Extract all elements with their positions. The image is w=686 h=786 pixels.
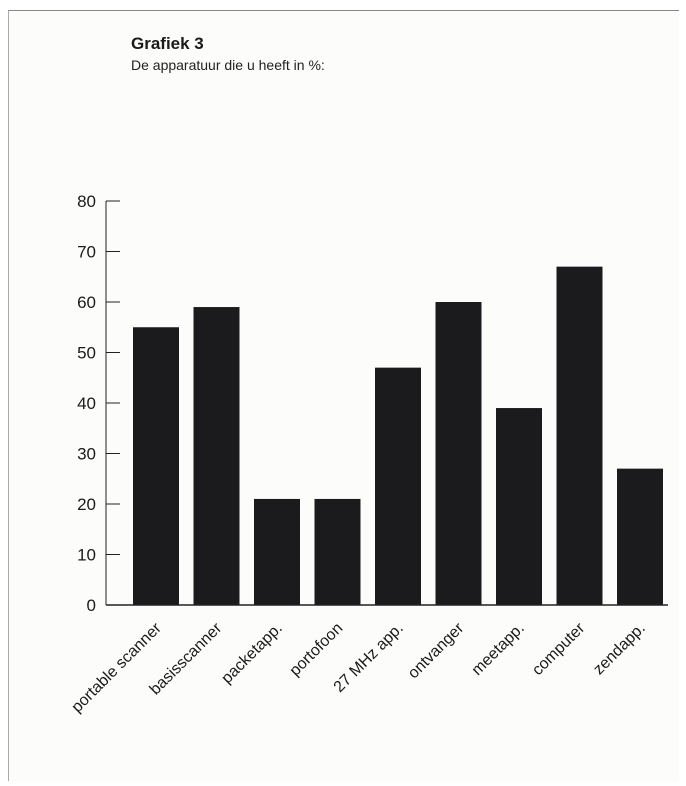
bar bbox=[617, 468, 663, 605]
x-tick-label: portable scanner bbox=[69, 619, 166, 716]
bar bbox=[314, 498, 361, 605]
chart-title: Grafiek 3 bbox=[131, 34, 204, 53]
y-tick-label: 70 bbox=[77, 243, 96, 262]
x-tick-label: portofoon bbox=[287, 620, 347, 680]
x-tick-label: computer bbox=[529, 619, 589, 679]
y-tick-label: 40 bbox=[77, 394, 96, 413]
x-tick-label: zendapp. bbox=[590, 620, 649, 679]
bar bbox=[375, 367, 421, 605]
y-tick-label: 20 bbox=[77, 495, 96, 514]
x-tick-label: meetapp. bbox=[469, 620, 528, 679]
y-tick-label: 10 bbox=[77, 546, 96, 565]
chart-subtitle: De apparatuur die u heeft in %: bbox=[131, 57, 325, 73]
x-tick-label: ontvanger bbox=[405, 619, 468, 682]
bar bbox=[254, 498, 300, 605]
bar bbox=[133, 327, 179, 605]
bar bbox=[496, 408, 542, 605]
bar bbox=[193, 307, 240, 605]
bar bbox=[435, 302, 482, 605]
x-tick-label: packetapp. bbox=[218, 620, 285, 687]
y-tick-label: 50 bbox=[77, 344, 96, 363]
y-tick-label: 0 bbox=[87, 596, 96, 615]
y-tick-label: 30 bbox=[77, 445, 96, 464]
bar bbox=[556, 266, 603, 605]
y-tick-label: 60 bbox=[77, 293, 96, 312]
y-tick-label: 80 bbox=[77, 192, 96, 211]
